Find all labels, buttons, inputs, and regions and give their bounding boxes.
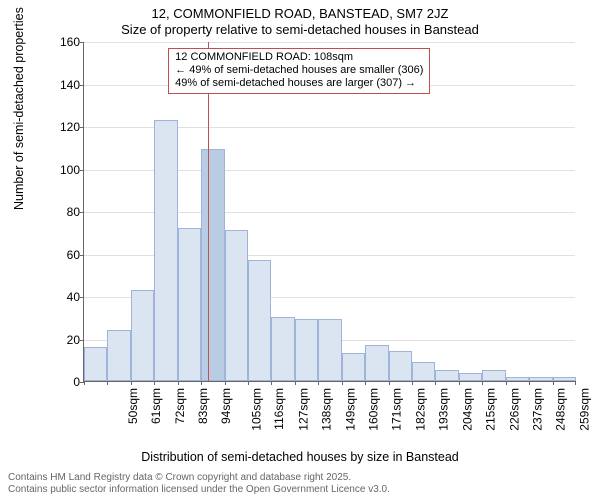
histogram-bar (365, 345, 388, 381)
x-tick (365, 381, 366, 385)
y-tick-label: 80 (44, 205, 84, 219)
footer-attribution: Contains HM Land Registry data © Crown c… (8, 472, 390, 496)
x-tick-label: 94sqm (219, 388, 233, 424)
x-tick-label: 72sqm (173, 388, 187, 424)
histogram-bar (529, 377, 552, 381)
histogram-bar (482, 370, 505, 381)
histogram-bar (201, 149, 224, 381)
y-tick-label: 20 (44, 333, 84, 347)
x-tick (271, 381, 272, 385)
x-tick-label: 237sqm (531, 388, 545, 431)
histogram-bar (248, 260, 271, 381)
x-tick (107, 381, 108, 385)
histogram-bar (84, 347, 107, 381)
x-tick-label: 50sqm (126, 388, 140, 424)
x-tick (412, 381, 413, 385)
gridline (84, 42, 575, 43)
x-tick (575, 381, 576, 385)
x-tick (435, 381, 436, 385)
x-axis-label: Distribution of semi-detached houses by … (0, 450, 600, 464)
x-tick-label: 193sqm (437, 388, 451, 431)
histogram-bar (178, 228, 201, 381)
histogram-bar (295, 319, 318, 381)
y-tick-label: 160 (44, 35, 84, 49)
x-tick (201, 381, 202, 385)
x-tick-label: 248sqm (554, 388, 568, 431)
x-tick (482, 381, 483, 385)
histogram-bar (506, 377, 529, 381)
histogram-bar (412, 362, 435, 381)
histogram-bar (459, 373, 482, 382)
chart-title-line2: Size of property relative to semi-detach… (0, 22, 600, 38)
y-tick-label: 140 (44, 78, 84, 92)
x-tick (248, 381, 249, 385)
footer-line1: Contains HM Land Registry data © Crown c… (8, 472, 390, 484)
x-tick (178, 381, 179, 385)
x-tick (389, 381, 390, 385)
x-tick-label: 259sqm (578, 388, 592, 431)
histogram-bar (435, 370, 458, 381)
histogram-bar (318, 319, 341, 381)
histogram-bar (225, 230, 248, 381)
histogram-bar (154, 120, 177, 381)
y-tick-label: 100 (44, 163, 84, 177)
plot-area: 02040608010012014016050sqm61sqm72sqm83sq… (83, 42, 575, 382)
x-tick-label: 149sqm (343, 388, 357, 431)
y-tick-label: 40 (44, 290, 84, 304)
x-tick (225, 381, 226, 385)
x-tick-label: 171sqm (390, 388, 404, 431)
histogram-bar (131, 290, 154, 381)
x-tick-label: 160sqm (367, 388, 381, 431)
chart-title-block: 12, COMMONFIELD ROAD, BANSTEAD, SM7 2JZ … (0, 0, 600, 39)
x-tick (318, 381, 319, 385)
x-tick (459, 381, 460, 385)
x-tick-label: 83sqm (196, 388, 210, 424)
y-tick-label: 0 (44, 375, 84, 389)
y-tick-label: 120 (44, 120, 84, 134)
annotation-line2: ← 49% of semi-detached houses are smalle… (175, 64, 423, 77)
x-tick (529, 381, 530, 385)
x-tick-label: 105sqm (250, 388, 264, 431)
annotation-line3: 49% of semi-detached houses are larger (… (175, 77, 423, 90)
histogram-bar (342, 353, 365, 381)
x-tick-label: 138sqm (320, 388, 334, 431)
x-tick (506, 381, 507, 385)
x-tick (131, 381, 132, 385)
x-tick (84, 381, 85, 385)
y-tick-label: 60 (44, 248, 84, 262)
footer-line2: Contains public sector information licen… (8, 484, 390, 496)
x-tick (553, 381, 554, 385)
y-axis-label: Number of semi-detached properties (12, 7, 26, 210)
annotation-box: 12 COMMONFIELD ROAD: 108sqm ← 49% of sem… (168, 48, 430, 94)
chart-title-line1: 12, COMMONFIELD ROAD, BANSTEAD, SM7 2JZ (0, 6, 600, 22)
x-tick-label: 61sqm (149, 388, 163, 424)
x-tick-label: 226sqm (507, 388, 521, 431)
annotation-line1: 12 COMMONFIELD ROAD: 108sqm (175, 51, 423, 64)
x-tick-label: 116sqm (272, 388, 286, 430)
histogram-bar (389, 351, 412, 381)
histogram-bar (553, 377, 576, 381)
x-tick-label: 127sqm (296, 388, 310, 431)
chart-area: 02040608010012014016050sqm61sqm72sqm83sq… (55, 42, 575, 412)
x-tick (342, 381, 343, 385)
x-tick-label: 204sqm (460, 388, 474, 431)
x-tick-label: 215sqm (484, 388, 498, 431)
x-tick (154, 381, 155, 385)
histogram-bar (271, 317, 294, 381)
x-tick-label: 182sqm (414, 388, 428, 431)
x-tick (295, 381, 296, 385)
histogram-bar (107, 330, 130, 381)
